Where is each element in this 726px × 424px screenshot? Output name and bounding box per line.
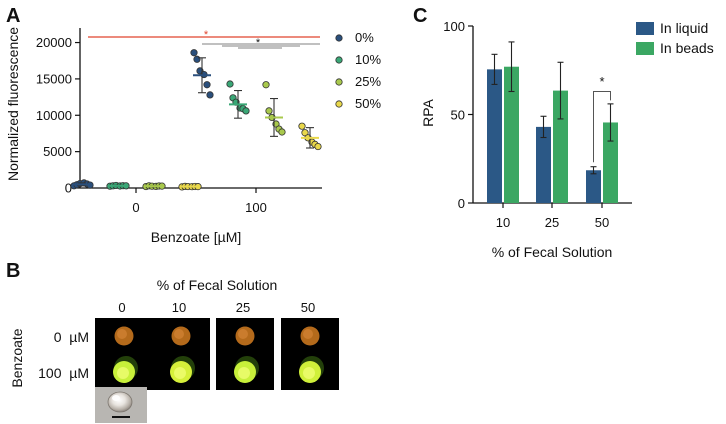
panel-a-x-tick-label: 0 — [132, 200, 139, 215]
panel-b-bead-highlight — [303, 367, 315, 379]
panel-a-x-axis-label: Benzoate [µM] — [151, 229, 242, 245]
panel-b-letter: B — [6, 260, 20, 282]
panel-b-row-label: 100 µM — [38, 365, 89, 381]
panel-b-title: % of Fecal Solution — [157, 277, 278, 293]
panel-a-letter: A — [6, 5, 20, 27]
panel-a-legend-label: 10% — [355, 52, 381, 67]
panel-a-y-tick-label: 20000 — [36, 35, 72, 50]
panel-c-bar — [586, 170, 601, 203]
panel-b-bead-highlight — [238, 329, 248, 339]
panel-a-data-point — [242, 107, 250, 115]
panel-a-legend-label: 25% — [355, 74, 381, 89]
panel-a-legend-label: 50% — [355, 96, 381, 111]
panel-a-y-tick-label: 10000 — [36, 108, 72, 123]
panel-a-legend-marker — [335, 78, 343, 86]
panel-c-x-tick-label: 50 — [595, 215, 609, 230]
panel-b-bead-highlight — [303, 329, 313, 339]
panel-c-letter: C — [413, 5, 427, 27]
panel-c-chart: RPA % of Fecal Solution 0 50 100 10 25 50 * I… — [420, 19, 714, 260]
bead-photo — [95, 387, 147, 423]
panel-b-image-grid: % of Fecal Solution Benzoate 0 10 25 50 0 µM… — [9, 277, 339, 423]
panel-c-x-tick-label: 10 — [496, 215, 510, 230]
panel-c-x-tick-label: 25 — [545, 215, 559, 230]
panel-c-y-tick-label: 50 — [451, 108, 465, 123]
panel-c-legend-label: In beads — [660, 40, 714, 56]
panel-c-y-axis-label: RPA — [420, 98, 436, 126]
panel-a-data-point — [298, 122, 306, 130]
panel-c-x-axis-label: % of Fecal Solution — [492, 244, 613, 260]
panel-a-data-point — [203, 81, 211, 89]
panel-a-y-tick-label: 15000 — [36, 71, 72, 86]
panel-c-bar — [603, 122, 618, 203]
panel-c-y-tick-label: 0 — [458, 196, 465, 211]
panel-a-data-point — [314, 142, 322, 151]
panel-c-bar — [487, 69, 502, 204]
panel-c-significance-asterisk: * — [599, 74, 604, 89]
panel-a-data-point — [262, 81, 270, 89]
panel-a-data-point — [226, 80, 234, 88]
panel-a-y-tick-label: 5000 — [43, 144, 72, 159]
panel-a-y-axis-label: Normalized fluorescence — [5, 27, 21, 181]
panel-a-y-tick-label: 0 — [65, 181, 72, 196]
panel-b-column-label: 0 — [118, 300, 125, 315]
panel-c-bar — [553, 90, 568, 203]
panel-b-bead-highlight — [117, 367, 129, 379]
panel-a-data-point — [206, 91, 214, 99]
panel-a-x-tick-label: 100 — [245, 200, 267, 215]
panel-a-data-point — [265, 107, 273, 115]
panel-c-significance-bracket — [593, 90, 611, 163]
panel-a-data-point — [190, 49, 198, 57]
panel-c-legend-label: In liquid — [660, 20, 708, 36]
panel-a-significance-asterisk: * — [204, 29, 209, 41]
panel-b-bead-highlight — [174, 329, 184, 339]
panel-b-column-label: 25 — [236, 300, 250, 315]
panel-b-bead-highlight — [238, 367, 250, 379]
panel-c-legend-swatch — [636, 42, 654, 55]
panel-a-data-point — [193, 55, 201, 63]
panel-b-bead-highlight — [174, 367, 186, 379]
panel-c-y-tick-label: 100 — [443, 19, 465, 34]
panel-b-column-label: 50 — [301, 300, 315, 315]
panel-a-legend-marker — [335, 34, 343, 42]
panel-a-data-point — [278, 128, 286, 136]
panel-a-legend-marker — [335, 100, 343, 108]
panel-a-legend-marker — [335, 56, 343, 64]
panel-b-bead-highlight — [117, 329, 127, 339]
panel-b-row-label: 0 µM — [54, 329, 89, 345]
panel-a-significance-asterisk: * — [256, 37, 261, 49]
panel-a-chart: Normalized fluorescence Benzoate [µM] 0 5… — [5, 27, 381, 245]
panel-a-legend-label: 0% — [355, 30, 374, 45]
panel-c-bar — [536, 126, 551, 203]
panel-b-column-label: 10 — [172, 300, 186, 315]
panel-b-side-label: Benzoate — [9, 328, 25, 387]
panel-c-bar — [504, 66, 519, 204]
panel-c-legend-swatch — [636, 22, 654, 35]
